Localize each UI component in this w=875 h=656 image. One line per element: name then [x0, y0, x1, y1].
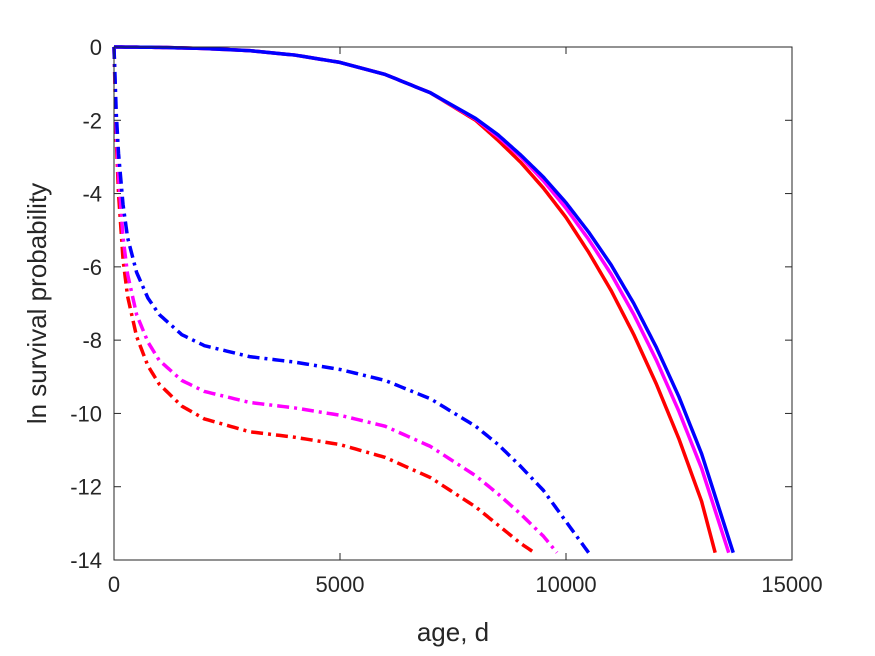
y-tick-label: 0 — [90, 35, 102, 60]
y-axis-label: ln survival probability — [22, 183, 52, 424]
y-tick-label: -14 — [70, 548, 102, 573]
y-tick-label: -6 — [82, 255, 102, 280]
y-tick-label: -8 — [82, 328, 102, 353]
x-tick-label: 0 — [108, 572, 120, 597]
y-tick-label: -12 — [70, 475, 102, 500]
dashdot-series-line-5 — [112, 46, 591, 554]
x-tick-label: 15000 — [761, 572, 822, 597]
y-tick-label: -2 — [82, 108, 102, 133]
plot-frame — [113, 46, 793, 561]
x-tick-label: 5000 — [316, 572, 365, 597]
y-tick-label: -10 — [70, 401, 102, 426]
x-tick-label: 10000 — [535, 572, 596, 597]
solid-series-line-2 — [113, 45, 735, 554]
series-layer — [112, 45, 735, 555]
y-tick-label: -4 — [82, 182, 102, 207]
x-axis-label: age, d — [417, 617, 489, 647]
dashdot-series-line-3 — [112, 46, 536, 555]
ticks-layer: 0 5000 10000 15000 0 -2 -4 -6 -8 -10 -12 -14 — [70, 35, 822, 597]
